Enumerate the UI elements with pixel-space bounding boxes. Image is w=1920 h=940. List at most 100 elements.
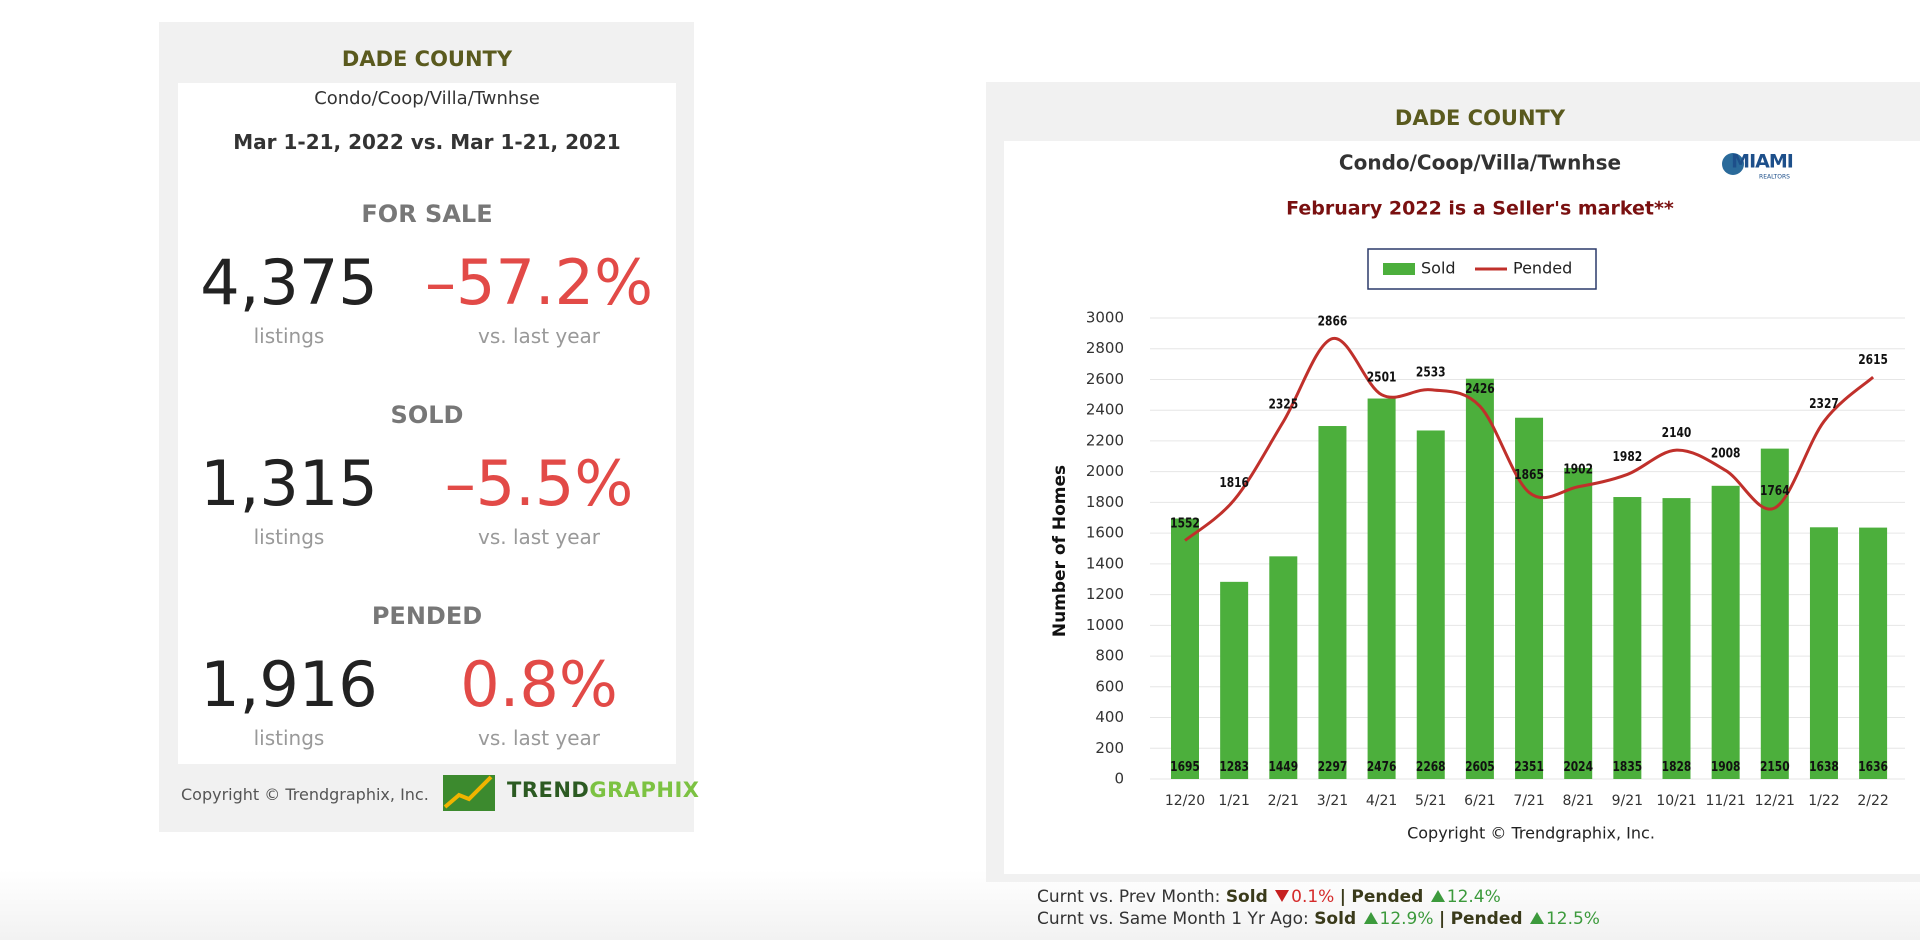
bar xyxy=(1171,518,1199,779)
legend-label: Pended xyxy=(1513,259,1572,278)
logo-text: TREND xyxy=(507,778,590,802)
logo-globe xyxy=(1722,153,1744,175)
trend-arrow xyxy=(1275,890,1290,902)
chart-copyright: Copyright © Trendgraphix, Inc. xyxy=(1407,824,1655,843)
bar xyxy=(1416,430,1445,779)
line-value-label: 1902 xyxy=(1563,462,1593,477)
line-value-label: 1816 xyxy=(1219,475,1249,490)
change-percent: –5.5% xyxy=(444,447,634,520)
bar-value-label: 1828 xyxy=(1662,759,1692,774)
line-value-label: 2866 xyxy=(1318,313,1348,328)
y-tick-label: 1800 xyxy=(1086,493,1124,511)
bar xyxy=(1465,378,1494,779)
change-percent: 0.8% xyxy=(460,648,618,721)
pended-change: 12.4% xyxy=(1446,887,1501,907)
x-tick-label: 12/21 xyxy=(1755,793,1795,809)
trendgraphix-logo: TRENDGRAPHIX xyxy=(507,778,700,802)
count-label: listings xyxy=(253,525,325,549)
change-label: vs. last year xyxy=(477,324,601,348)
bar xyxy=(1760,448,1789,779)
y-tick-label: 2400 xyxy=(1086,401,1124,419)
line-value-label: 2327 xyxy=(1809,396,1839,411)
x-tick-label: 2/21 xyxy=(1268,793,1299,809)
x-tick-label: 8/21 xyxy=(1562,793,1593,809)
x-tick-label: 6/21 xyxy=(1464,793,1495,809)
x-tick-label: 9/21 xyxy=(1612,793,1643,809)
listing-count: 1,315 xyxy=(200,447,378,520)
stats-title: DADE COUNTY xyxy=(341,47,513,71)
line-value-label: 1865 xyxy=(1514,467,1544,482)
y-tick-label: 1000 xyxy=(1086,616,1124,634)
change-percent: –57.2% xyxy=(425,246,653,319)
line-value-label: 1764 xyxy=(1760,483,1790,498)
x-tick-label: 1/22 xyxy=(1808,793,1839,809)
logo-text: REALTORS xyxy=(1759,174,1790,181)
line-value-label: 2615 xyxy=(1858,352,1888,367)
line-value-label: 2140 xyxy=(1662,425,1692,440)
y-tick-label: 2000 xyxy=(1086,462,1124,480)
line-value-label: 2501 xyxy=(1367,369,1397,384)
x-tick-label: 12/20 xyxy=(1165,793,1205,809)
sold-change: 0.1% xyxy=(1291,887,1335,907)
line-value-label: 2008 xyxy=(1711,445,1741,460)
y-tick-label: 1600 xyxy=(1086,524,1124,542)
y-tick-label: 2600 xyxy=(1086,370,1124,388)
x-tick-label: 2/22 xyxy=(1857,793,1888,809)
pended-label: Pended xyxy=(1450,909,1523,929)
logo-text: GRAPHIX xyxy=(589,778,700,802)
pended-change: 12.5% xyxy=(1545,909,1600,929)
bar-value-label: 2150 xyxy=(1760,759,1790,774)
bar-value-label: 2268 xyxy=(1416,759,1446,774)
footer-line: Curnt vs. Prev Month: Sold 0.1% | Pended… xyxy=(1037,887,1501,907)
chart-title: DADE COUNTY xyxy=(1395,106,1566,130)
trend-arrow xyxy=(1529,912,1544,924)
bar-value-label: 2351 xyxy=(1514,759,1544,774)
bar xyxy=(1613,497,1642,779)
chart-annotation: February 2022 is a Seller's market** xyxy=(1286,198,1674,220)
legend-swatch xyxy=(1383,263,1415,275)
x-tick-label: 5/21 xyxy=(1415,793,1446,809)
bar xyxy=(1269,556,1298,779)
y-tick-label: 1400 xyxy=(1086,554,1124,572)
footer-label: Curnt vs. Prev Month: xyxy=(1037,887,1221,907)
bar xyxy=(1367,398,1396,779)
bar-value-label: 2476 xyxy=(1367,759,1397,774)
x-tick-label: 1/21 xyxy=(1218,793,1249,809)
y-tick-label: 2200 xyxy=(1086,431,1124,449)
bar xyxy=(1220,581,1249,779)
bar-value-label: 1283 xyxy=(1219,759,1249,774)
bar xyxy=(1809,527,1838,779)
bar-value-label: 1449 xyxy=(1268,759,1298,774)
line-value-label: 1982 xyxy=(1613,449,1643,464)
bar xyxy=(1564,467,1593,779)
bar-value-label: 1835 xyxy=(1613,759,1643,774)
change-label: vs. last year xyxy=(477,726,601,750)
x-tick-label: 4/21 xyxy=(1366,793,1397,809)
legend-label: Sold xyxy=(1421,259,1456,278)
bar-value-label: 2605 xyxy=(1465,759,1495,774)
trend-arrow xyxy=(1430,890,1445,902)
y-axis-title: Number of Homes xyxy=(1050,465,1070,637)
x-tick-label: 10/21 xyxy=(1656,793,1696,809)
bar xyxy=(1662,498,1691,779)
bar xyxy=(1318,426,1347,779)
line-value-label: 2426 xyxy=(1465,381,1495,396)
logo-icon xyxy=(443,775,495,811)
y-tick-label: 3000 xyxy=(1086,309,1124,327)
bar-value-label: 1908 xyxy=(1711,759,1741,774)
separator: | xyxy=(1438,909,1446,929)
x-tick-label: 7/21 xyxy=(1513,793,1544,809)
change-label: vs. last year xyxy=(477,525,601,549)
count-label: listings xyxy=(253,324,325,348)
bar xyxy=(1859,527,1888,779)
bar xyxy=(1711,485,1740,779)
y-tick-label: 0 xyxy=(1114,770,1124,788)
line-value-label: 2325 xyxy=(1268,397,1298,412)
bar-value-label: 1636 xyxy=(1858,759,1888,774)
line-value-label: 2533 xyxy=(1416,365,1446,380)
section-heading: FOR SALE xyxy=(361,200,493,228)
section-heading: SOLD xyxy=(390,401,464,429)
y-tick-label: 400 xyxy=(1095,708,1124,726)
